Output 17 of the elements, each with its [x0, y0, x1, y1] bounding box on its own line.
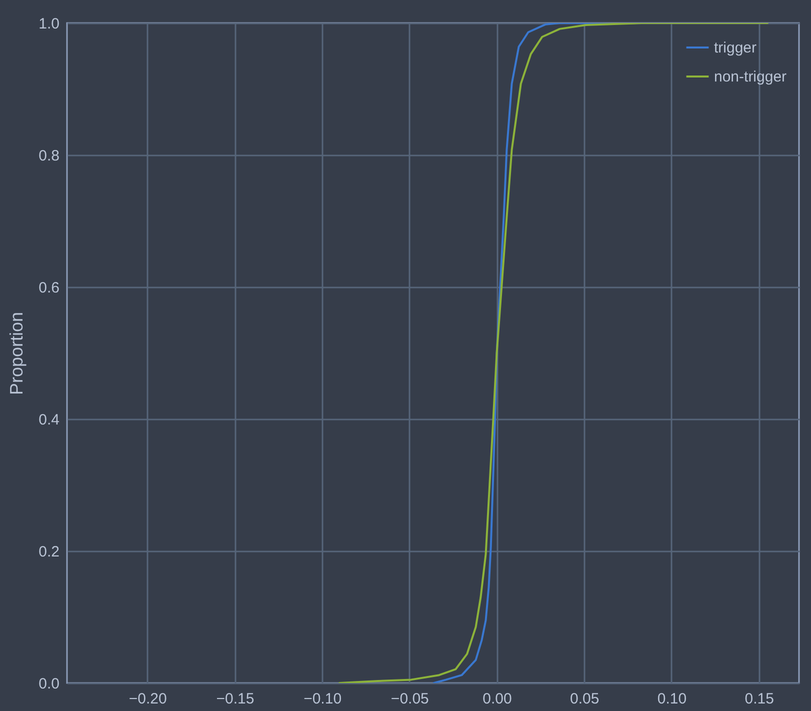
legend-label: trigger [714, 40, 757, 56]
y-tick-label: 1.0 [38, 16, 60, 32]
y-tick-label: 0.2 [38, 544, 60, 560]
x-tick-label: 0.00 [482, 690, 512, 708]
y-tick-label: 0.0 [38, 676, 60, 692]
y-tick-label: 0.4 [38, 412, 60, 428]
legend-label: non-trigger [714, 68, 787, 86]
x-tick-label: −0.10 [304, 690, 342, 708]
x-tick-label: 0.15 [744, 690, 774, 708]
y-tick-label: 0.8 [38, 148, 60, 164]
x-tick-label: −0.05 [390, 690, 429, 708]
x-tick-label: −0.15 [216, 690, 254, 708]
x-tick-label: 0.05 [570, 690, 600, 708]
x-tick-label: 0.10 [657, 690, 687, 708]
x-tick-label: −0.20 [128, 690, 167, 708]
y-tick-label: 0.6 [38, 280, 60, 296]
y-axis-title: Proportion [6, 312, 27, 396]
